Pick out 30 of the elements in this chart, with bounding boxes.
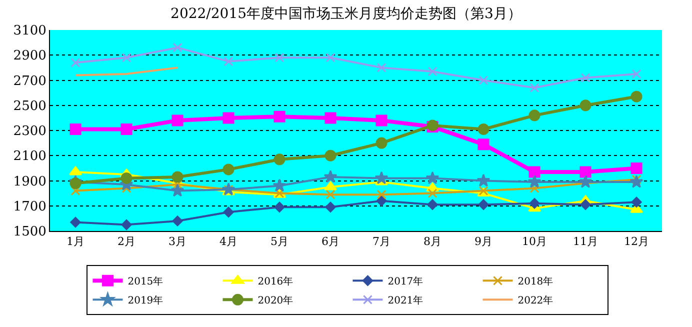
y-tick-label: 2700 <box>13 74 46 89</box>
legend-label: 2018年 <box>518 276 554 288</box>
x-tick-label: 7月 <box>372 235 390 248</box>
y-tick-label: 2100 <box>13 149 46 164</box>
legend-label: 2021年 <box>388 294 424 307</box>
x-tick-label: 4月 <box>220 235 238 248</box>
y-tick-label: 1700 <box>13 199 46 214</box>
y-tick-label: 2900 <box>13 48 46 64</box>
x-tick-label: 6月 <box>322 235 340 248</box>
legend-label: 2017年 <box>388 276 424 288</box>
x-tick-label: 10月 <box>522 235 547 248</box>
y-tick-label: 2500 <box>13 98 46 114</box>
x-tick-label: 5月 <box>270 235 288 248</box>
y-tick-label: 1500 <box>13 224 46 240</box>
y-tick-label: 3100 <box>13 24 46 39</box>
legend-label: 2016年 <box>258 276 294 288</box>
legend-label: 2020年 <box>258 294 294 307</box>
x-tick-label: 2月 <box>118 235 136 248</box>
x-tick-label: 12月 <box>624 235 649 248</box>
x-tick-label: 11月 <box>573 235 598 248</box>
x-tick-label: 1月 <box>66 235 84 248</box>
legend-label: 2019年 <box>128 294 164 307</box>
x-tick-label: 9月 <box>474 235 492 248</box>
x-tick-label: 3月 <box>168 235 186 248</box>
legend-label: 2015年 <box>128 276 164 288</box>
x-tick-label: 8月 <box>424 235 442 248</box>
legend-label: 2022年 <box>518 294 554 307</box>
y-tick-label: 2300 <box>13 124 46 140</box>
y-tick-label: 1900 <box>13 174 46 190</box>
chart-title: 2022/2015年度中国市场玉米月度均价走势图（第3月） <box>170 6 522 22</box>
